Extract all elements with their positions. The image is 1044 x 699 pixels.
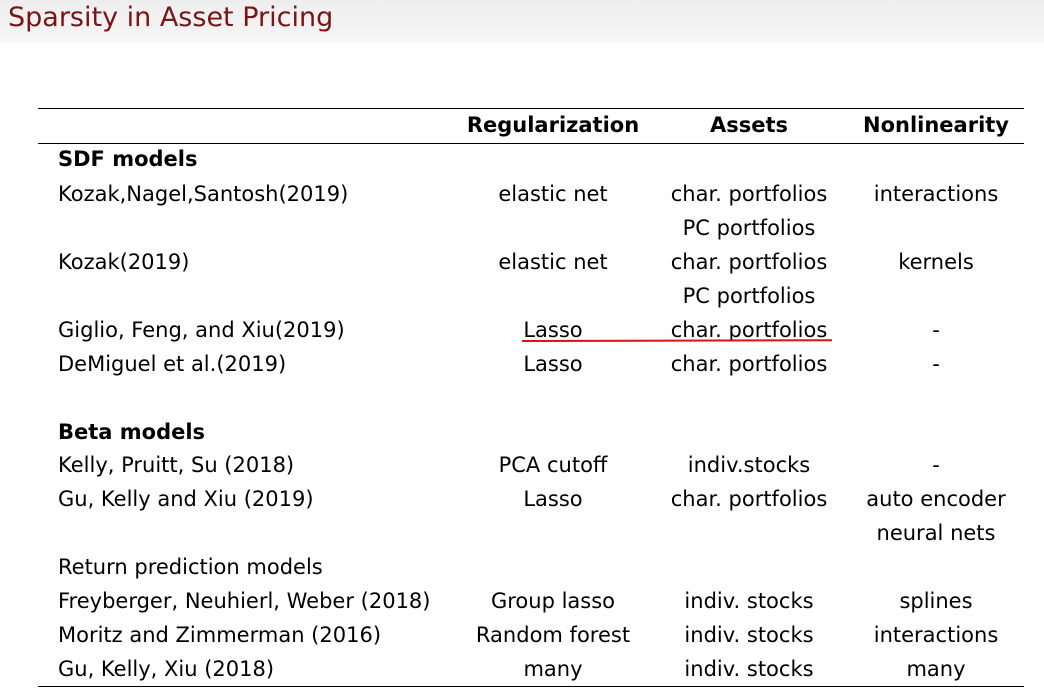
slide-title-bar: Sparsity in Asset Pricing: [0, 0, 1044, 43]
row-label: Gu, Kelly and Xiu (2019): [58, 487, 314, 511]
table-top-rule: [38, 108, 1024, 109]
row-nonlinearity: many: [906, 657, 966, 681]
header-nonlinearity: Nonlinearity: [863, 113, 1009, 137]
row-regularization: Lasso: [523, 318, 583, 342]
row-regularization: Random forest: [475, 623, 631, 647]
slide-title: Sparsity in Asset Pricing: [8, 2, 334, 33]
row-nonlinearity: interactions: [873, 623, 999, 647]
row-label: Gu, Kelly, Xiu (2018): [58, 657, 275, 681]
row-regularization: PCA cutoff: [498, 453, 608, 477]
table-bottom-rule: [38, 686, 1024, 687]
row-nonlinearity: kernels: [898, 250, 974, 274]
row-regularization: Lasso: [523, 352, 583, 376]
row-label: Kozak,Nagel,Santosh(2019): [58, 182, 349, 206]
row-assets: char. portfolios: [670, 182, 828, 206]
row-assets: indiv.stocks: [687, 453, 811, 477]
row-assets: indiv. stocks: [684, 657, 814, 681]
row-nonlinearity: -: [932, 352, 940, 376]
row-assets: PC portfolios: [682, 216, 816, 240]
row-regularization: Lasso: [523, 487, 583, 511]
row-assets: indiv. stocks: [684, 623, 814, 647]
row-label: Kozak(2019): [58, 250, 190, 274]
row-label: Freyberger, Neuhierl, Weber (2018): [58, 589, 431, 613]
row-label: DeMiguel et al.(2019): [58, 352, 287, 376]
row-assets: indiv. stocks: [684, 589, 814, 613]
header-assets: Assets: [709, 113, 789, 137]
row-assets: char. portfolios: [670, 250, 828, 274]
section-return-prediction-models: Return prediction models: [58, 555, 323, 579]
row-regularization: many: [523, 657, 583, 681]
section-beta-models: Beta models: [58, 420, 206, 444]
row-label: Giglio, Feng, and Xiu(2019): [58, 318, 345, 342]
row-regularization: elastic net: [498, 250, 608, 274]
row-assets: char. portfolios: [670, 487, 828, 511]
row-assets: PC portfolios: [682, 284, 816, 308]
row-nonlinearity: -: [932, 318, 940, 342]
row-assets: char. portfolios: [670, 352, 828, 376]
row-nonlinearity: interactions: [873, 182, 999, 206]
row-nonlinearity: auto encoder: [866, 487, 1006, 511]
row-assets: char. portfolios: [670, 318, 828, 342]
row-regularization: elastic net: [498, 182, 608, 206]
table-header-rule: [38, 143, 1024, 144]
row-regularization: Group lasso: [490, 589, 616, 613]
section-sdf-models: SDF models: [58, 147, 198, 171]
row-nonlinearity: neural nets: [876, 521, 996, 545]
row-nonlinearity: -: [932, 453, 940, 477]
header-regularization: Regularization: [466, 113, 640, 137]
row-nonlinearity: splines: [899, 589, 973, 613]
row-label: Kelly, Pruitt, Su (2018): [58, 453, 295, 477]
row-label: Moritz and Zimmerman (2016): [58, 623, 382, 647]
